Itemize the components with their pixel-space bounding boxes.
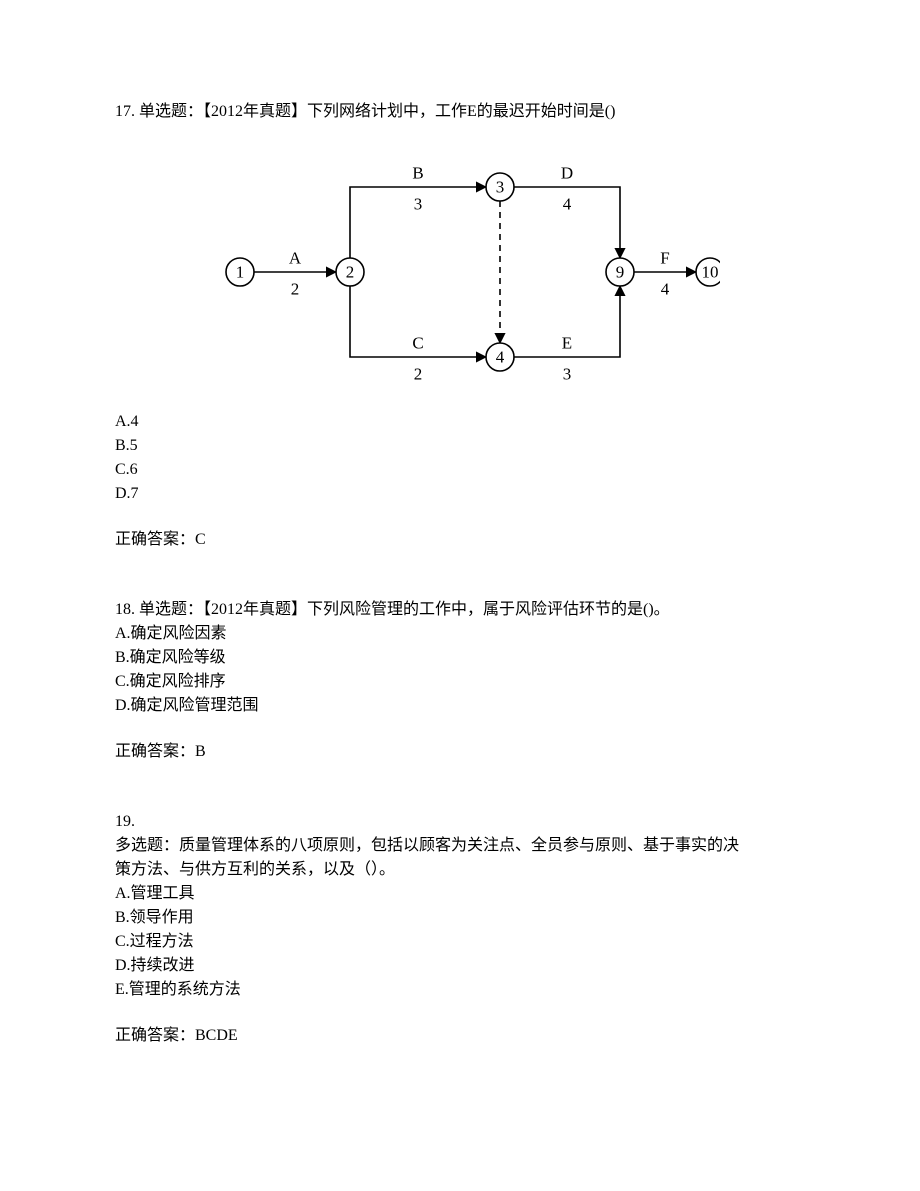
q19-option-a: A.管理工具 <box>115 882 805 906</box>
q19-option-d: D.持续改进 <box>115 954 805 978</box>
svg-text:3: 3 <box>563 365 572 384</box>
q19-options: A.管理工具 B.领导作用 C.过程方法 D.持续改进 E.管理的系统方法 <box>115 882 805 1002</box>
q18-option-b: B.确定风险等级 <box>115 646 805 670</box>
q18-option-c: C.确定风险排序 <box>115 670 805 694</box>
q17-option-c: C.6 <box>115 458 805 482</box>
svg-text:2: 2 <box>291 280 300 299</box>
q17-option-a: A.4 <box>115 410 805 434</box>
q18-header: 18. 单选题：【2012年真题】下列风险管理的工作中，属于风险评估环节的是()… <box>115 598 805 622</box>
svg-text:B: B <box>412 164 423 183</box>
q18-option-a: A.确定风险因素 <box>115 622 805 646</box>
exam-page: 17. 单选题：【2012年真题】下列网络计划中，工作E的最迟开始时间是() A… <box>0 0 920 1191</box>
svg-text:2: 2 <box>414 365 423 384</box>
svg-text:10: 10 <box>702 263 719 282</box>
q18-options: A.确定风险因素 B.确定风险等级 C.确定风险排序 D.确定风险管理范围 <box>115 622 805 718</box>
svg-text:4: 4 <box>563 195 572 214</box>
q17-header: 17. 单选题：【2012年真题】下列网络计划中，工作E的最迟开始时间是() <box>115 100 805 124</box>
svg-text:F: F <box>660 249 669 268</box>
question-18: 18. 单选题：【2012年真题】下列风险管理的工作中，属于风险评估环节的是()… <box>115 598 805 764</box>
svg-text:1: 1 <box>236 263 245 282</box>
svg-text:A: A <box>289 249 302 268</box>
svg-text:D: D <box>561 164 573 183</box>
svg-text:2: 2 <box>346 263 355 282</box>
q17-option-d: D.7 <box>115 482 805 506</box>
question-17: 17. 单选题：【2012年真题】下列网络计划中，工作E的最迟开始时间是() A… <box>115 100 805 552</box>
q19-option-e: E.管理的系统方法 <box>115 978 805 1002</box>
svg-text:4: 4 <box>496 348 505 367</box>
q19-line2: 策方法、与供方互利的关系，以及（）。 <box>115 858 805 882</box>
svg-text:3: 3 <box>496 178 505 197</box>
q19-option-c: C.过程方法 <box>115 930 805 954</box>
q19-line1: 多选题：质量管理体系的八项原则，包括以顾客为关注点、全员参与原则、基于事实的决 <box>115 834 805 858</box>
svg-text:E: E <box>562 334 572 353</box>
q18-option-d: D.确定风险管理范围 <box>115 694 805 718</box>
q19-option-b: B.领导作用 <box>115 906 805 930</box>
question-19: 19. 多选题：质量管理体系的八项原则，包括以顾客为关注点、全员参与原则、基于事… <box>115 810 805 1048</box>
q17-options: A.4 B.5 C.6 D.7 <box>115 410 805 506</box>
q19-num: 19. <box>115 810 805 834</box>
q17-option-b: B.5 <box>115 434 805 458</box>
svg-text:4: 4 <box>661 280 670 299</box>
q17-answer: 正确答案：C <box>115 528 805 552</box>
network-diagram: A 2 B 3 C 2 D 4 E 3 F 4 1 2 3 4 9 10 <box>115 142 805 400</box>
diagram-svg: A 2 B 3 C 2 D 4 E 3 F 4 1 2 3 4 9 10 <box>200 142 720 392</box>
q19-header: 19. 多选题：质量管理体系的八项原则，包括以顾客为关注点、全员参与原则、基于事… <box>115 810 805 882</box>
svg-text:3: 3 <box>414 195 423 214</box>
q18-answer: 正确答案：B <box>115 740 805 764</box>
svg-text:9: 9 <box>616 263 625 282</box>
q19-answer: 正确答案：BCDE <box>115 1024 805 1048</box>
svg-text:C: C <box>412 334 423 353</box>
